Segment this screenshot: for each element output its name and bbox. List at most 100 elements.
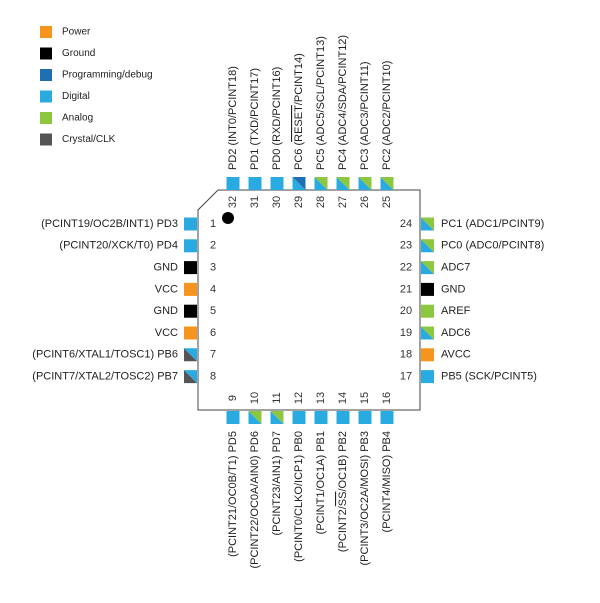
- pin-half: [421, 239, 434, 253]
- pin-number: 4: [210, 283, 216, 295]
- pin-label-part: RESET: [293, 105, 305, 142]
- pin: [292, 411, 306, 424]
- pin-label: PC1 (ADC1/PCINT9): [441, 218, 544, 230]
- pin: [184, 239, 197, 253]
- pin-label: AREF: [441, 305, 471, 317]
- pin-label: PC0 (ADC0/PCINT8): [441, 240, 544, 252]
- pin-number: 14: [337, 392, 349, 404]
- pin-label: (PCINT23/AIN1) PD7: [271, 431, 283, 536]
- pin-number: 2: [210, 240, 216, 252]
- pin-label: (PCINT2/SS/OC1B) PB2: [337, 431, 349, 552]
- legend-label: Crystal/CLK: [62, 134, 116, 145]
- pin: [184, 304, 197, 318]
- pin-label: (PCINT0/CLKO/ICP1) PB0: [293, 431, 305, 562]
- pin-number: 20: [400, 305, 412, 317]
- pin: [184, 282, 197, 296]
- pin: [336, 411, 350, 424]
- pin-half: [270, 411, 284, 424]
- pin-number: 3: [210, 262, 216, 274]
- legend-swatch: [40, 133, 52, 146]
- pin-number: 5: [210, 305, 216, 317]
- pin-label: PD1 (TXD/PCINT17): [249, 68, 261, 170]
- legend-label: Analog: [62, 113, 93, 124]
- pin-number: 17: [400, 371, 412, 383]
- pin-label-part: PC6 (: [293, 142, 305, 170]
- pin-label: PB5 (SCK/PCINT5): [441, 371, 537, 383]
- pin-label: GND: [154, 305, 179, 317]
- pin: [184, 261, 197, 275]
- pin: [226, 411, 240, 424]
- pin-label: PD2 (INT0/PCINT18): [227, 66, 239, 170]
- pin-label-part: /PCINT14): [293, 53, 305, 105]
- pin: [184, 326, 197, 340]
- pin-number: 13: [315, 392, 327, 404]
- pin-number: 29: [293, 196, 305, 208]
- pin-label: PC4 (ADC4/SDA/PCINT12): [337, 35, 349, 170]
- pin-half: [248, 411, 262, 424]
- pin: [421, 282, 434, 296]
- pin-number: 32: [227, 196, 239, 208]
- pin1-dot: [222, 212, 234, 224]
- pin: [184, 217, 197, 231]
- pin-label-part: /OC1B) PB2: [337, 431, 349, 492]
- pin-half: [292, 177, 306, 190]
- pin-number: 26: [359, 196, 371, 208]
- pin-number: 11: [271, 392, 283, 403]
- pin: [421, 304, 434, 318]
- pin-label: (PCINT7/XTAL2/TOSC2) PB7: [32, 371, 178, 383]
- pin-label-part: (PCINT2/: [337, 505, 349, 552]
- pin-label: (PCINT6/XTAL1/TOSC1) PB6: [32, 349, 178, 361]
- pin-label: PC6 (RESET/PCINT14): [293, 53, 305, 170]
- pin-label: PD0 (RXD/PCINT16): [271, 67, 283, 170]
- pin: [226, 177, 240, 190]
- pin-number: 23: [400, 240, 412, 252]
- pin-label: (PCINT20/XCK/T0) PD4: [59, 240, 178, 252]
- pin-label: (PCINT19/OC2B/INT1) PD3: [41, 218, 178, 230]
- pin-label: (PCINT22/OC0A/AIN0) PD6: [249, 431, 261, 569]
- pin-half: [184, 348, 197, 362]
- pin-number: 10: [249, 392, 261, 404]
- pin-label: AVCC: [441, 349, 471, 361]
- pin-label: (PCINT1/OC1A) PB1: [315, 431, 327, 534]
- pin-number: 31: [249, 196, 261, 208]
- legend-swatch: [40, 112, 52, 124]
- pin-label: PC3 (ADC3/PCINT11): [359, 61, 371, 170]
- pin-half: [421, 326, 434, 340]
- pin-label: ADC6: [441, 327, 470, 339]
- pin-number: 25: [381, 196, 393, 208]
- legend-label: Power: [62, 27, 91, 38]
- pin-half: [358, 177, 372, 190]
- pin-label: VCC: [155, 327, 178, 339]
- pin-number: 28: [315, 196, 327, 208]
- pin-number: 16: [381, 392, 393, 404]
- pin: [380, 411, 394, 424]
- pin-label: (PCINT4/MISO) PB4: [381, 431, 393, 532]
- pin: [270, 177, 284, 190]
- pin: [248, 177, 262, 190]
- pin-half: [380, 177, 394, 190]
- pin-label: (PCINT21/OC0B/T1) PD5: [227, 431, 239, 557]
- pin: [314, 411, 328, 424]
- legend-swatch: [40, 26, 52, 38]
- pin-half: [336, 177, 350, 190]
- pin-half: [184, 370, 197, 384]
- pin-number: 19: [400, 327, 412, 339]
- pin-label: VCC: [155, 283, 178, 295]
- pin-number: 6: [210, 327, 216, 339]
- legend-label: Digital: [62, 91, 90, 102]
- pin-number: 22: [400, 262, 412, 274]
- pin-label: PC2 (ADC2/PCINT10): [381, 61, 393, 170]
- legend-swatch: [40, 69, 52, 81]
- legend-label: Programming/debug: [62, 70, 153, 81]
- pin-half: [421, 217, 434, 231]
- pin-number: 30: [271, 196, 283, 208]
- pin-number: 21: [400, 283, 412, 295]
- legend-swatch: [40, 47, 52, 60]
- pin-label: GND: [441, 283, 466, 295]
- pin: [358, 411, 372, 424]
- pin-number: 8: [210, 371, 216, 383]
- pin-label: PC5 (ADC5/SCL/PCINT13): [315, 36, 327, 170]
- pin-label: ADC7: [441, 262, 470, 274]
- pin-number: 9: [227, 395, 239, 401]
